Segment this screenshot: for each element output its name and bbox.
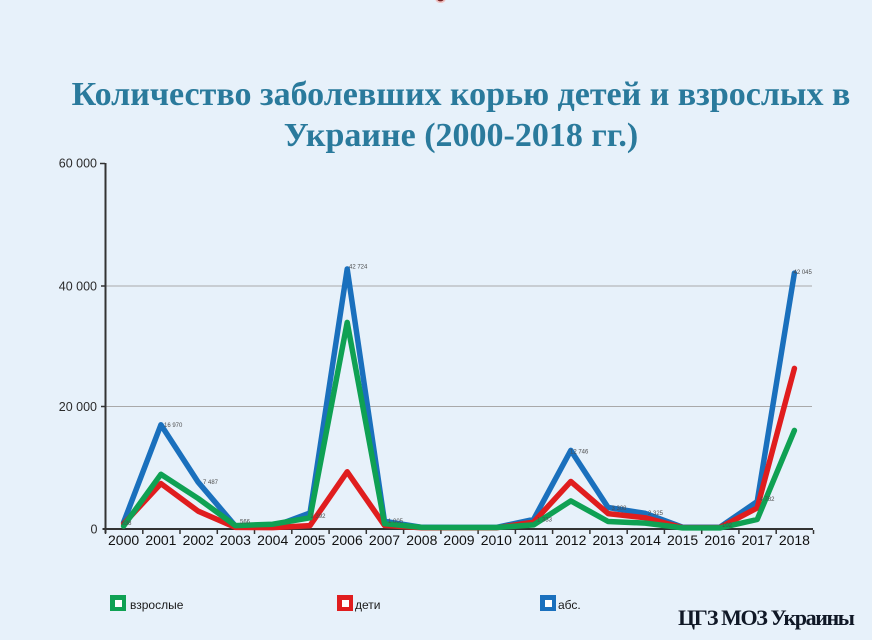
svg-text:42 724: 42 724 — [349, 265, 368, 271]
svg-text:4 782: 4 782 — [760, 497, 776, 503]
svg-text:1 005: 1 005 — [388, 519, 404, 525]
svg-text:2013: 2013 — [593, 532, 624, 548]
svg-text:2007: 2007 — [369, 532, 400, 548]
svg-text:40 000: 40 000 — [59, 280, 97, 294]
svg-text:3 308: 3 308 — [612, 506, 628, 512]
svg-text:2005: 2005 — [294, 532, 325, 548]
svg-text:12 746: 12 746 — [570, 450, 589, 456]
svg-text:2012: 2012 — [555, 532, 586, 548]
svg-text:2010: 2010 — [481, 532, 512, 548]
svg-text:2 392: 2 392 — [311, 514, 327, 520]
svg-text:2011: 2011 — [519, 532, 549, 548]
svg-text:16 970: 16 970 — [164, 423, 183, 429]
svg-text:2016: 2016 — [704, 532, 735, 548]
svg-text:42 045: 42 045 — [794, 270, 813, 276]
svg-text:2009: 2009 — [443, 532, 474, 548]
svg-text:1 333: 1 333 — [537, 518, 553, 524]
svg-text:0: 0 — [91, 523, 98, 537]
svg-text:2001: 2001 — [145, 532, 176, 548]
svg-text:566: 566 — [240, 520, 251, 526]
svg-text:838: 838 — [122, 521, 133, 527]
svg-text:2000: 2000 — [108, 532, 139, 548]
svg-text:2 325: 2 325 — [648, 511, 664, 517]
svg-text:2014: 2014 — [630, 532, 661, 548]
svg-text:2015: 2015 — [667, 532, 698, 548]
svg-text:2017: 2017 — [742, 532, 773, 548]
svg-text:102: 102 — [722, 523, 733, 529]
svg-text:2018: 2018 — [779, 532, 810, 548]
svg-text:60 000: 60 000 — [59, 157, 97, 171]
svg-text:7 487: 7 487 — [203, 480, 219, 486]
svg-text:2006: 2006 — [332, 532, 363, 548]
svg-text:2008: 2008 — [406, 532, 437, 548]
svg-text:20 000: 20 000 — [59, 400, 97, 414]
svg-text:2002: 2002 — [183, 532, 214, 548]
svg-text:2004: 2004 — [257, 532, 288, 548]
svg-text:2003: 2003 — [220, 532, 251, 548]
